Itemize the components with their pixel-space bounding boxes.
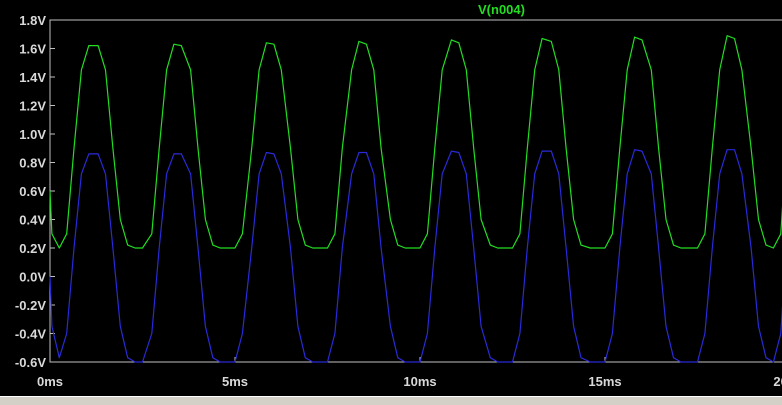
trace-line-1[interactable] bbox=[49, 35, 782, 249]
y-tick-label: -0.6V bbox=[15, 355, 46, 370]
y-tick-label: 1.4V bbox=[19, 70, 46, 85]
y-tick-label: 0.0V bbox=[19, 270, 46, 285]
trace-label-v-n004[interactable]: V(n004) bbox=[478, 2, 525, 17]
y-axis: 1.8V 1.6V 1.4V 1.2V 1.0V 0.8V 0.6V 0.4V 0.2V 0.0V… bbox=[15, 13, 55, 370]
x-axis: 0ms 5ms 10ms 15ms 20ms bbox=[37, 357, 782, 389]
status-bar bbox=[0, 396, 782, 405]
x-tick-label: 5ms bbox=[222, 374, 248, 389]
y-tick-label: 0.8V bbox=[19, 156, 46, 171]
y-tick-label: 1.2V bbox=[19, 99, 46, 114]
plot-frame bbox=[49, 19, 782, 363]
y-tick-label: 1.8V bbox=[19, 13, 46, 28]
y-tick-label: 0.6V bbox=[19, 184, 46, 199]
y-tick-label: 1.0V bbox=[19, 127, 46, 142]
x-tick-label: 10ms bbox=[403, 374, 436, 389]
trace-group bbox=[49, 35, 782, 363]
waveform-plot[interactable]: 1.8V 1.6V 1.4V 1.2V 1.0V 0.8V 0.6V 0.4V 0.2V 0.0V… bbox=[0, 0, 782, 396]
x-tick-label: 0ms bbox=[37, 374, 63, 389]
x-tick-label: 15ms bbox=[588, 374, 621, 389]
x-tick-label: 20ms bbox=[773, 374, 782, 389]
waveform-viewer: 1.8V 1.6V 1.4V 1.2V 1.0V 0.8V 0.6V 0.4V 0.2V 0.0V… bbox=[0, 0, 782, 396]
y-tick-label: -0.2V bbox=[15, 298, 46, 313]
y-tick-label: -0.4V bbox=[15, 327, 46, 342]
y-tick-label: 0.2V bbox=[19, 241, 46, 256]
trace-line-2[interactable] bbox=[49, 148, 782, 363]
y-tick-label: 1.6V bbox=[19, 42, 46, 57]
y-tick-label: 0.4V bbox=[19, 213, 46, 228]
